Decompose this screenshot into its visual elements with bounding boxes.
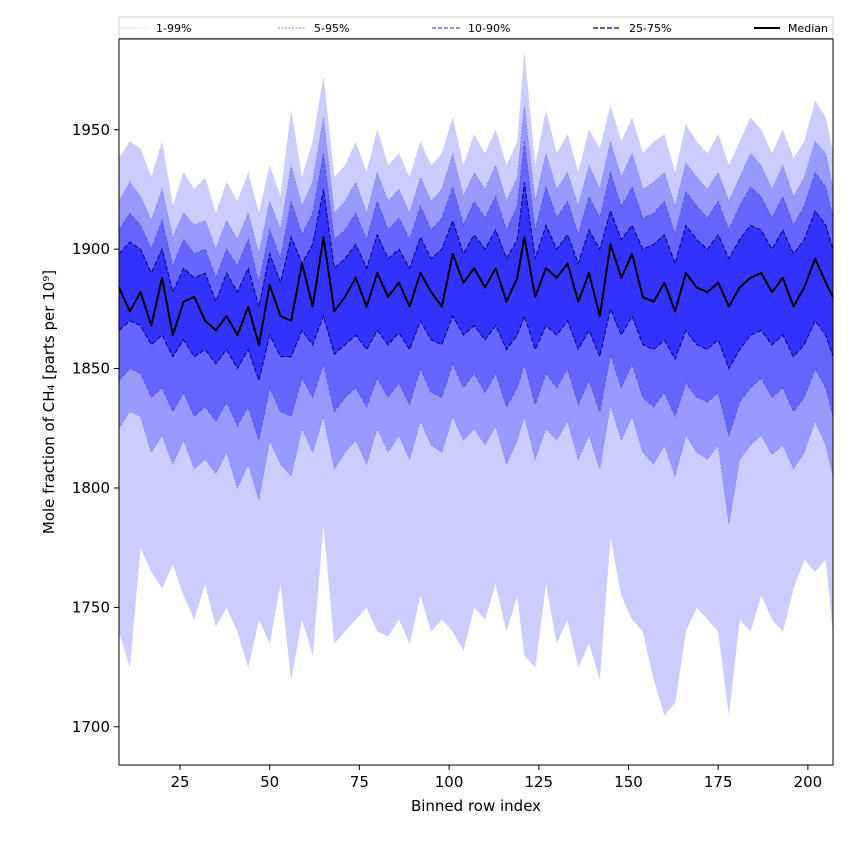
x-tick-label: 50 bbox=[260, 773, 279, 791]
y-tick-label: 1950 bbox=[72, 121, 110, 139]
legend-label: 25-75% bbox=[629, 22, 671, 35]
legend-entry-25-to-75: 25-75% bbox=[593, 22, 671, 35]
y-tick-label: 1850 bbox=[72, 360, 110, 378]
legend-label: 10-90% bbox=[468, 22, 510, 35]
band-10-to-90-upper-edge bbox=[119, 141, 833, 283]
legend: 1-99% 5-95% 10-90% 25-75% Median bbox=[118, 16, 834, 39]
x-axis: 25 50 75 100 125 150 175 200 bbox=[170, 765, 822, 791]
x-tick-label: 175 bbox=[704, 773, 733, 791]
x-tick-label: 150 bbox=[614, 773, 643, 791]
x-axis-label: Binned row index bbox=[411, 797, 541, 815]
band-1-to-99-lower-edge bbox=[119, 523, 833, 716]
band-10-to-90-lower-edge bbox=[119, 354, 833, 442]
legend-label: 1-99% bbox=[156, 22, 191, 35]
y-axis-label: Mole fraction of CH₄ [parts per 10⁹] bbox=[40, 270, 58, 534]
x-tick-label: 75 bbox=[350, 773, 369, 791]
band-5-to-95-upper-edge bbox=[119, 105, 833, 255]
legend-entry-10-to-90: 10-90% bbox=[432, 22, 510, 35]
legend-entry-5-to-95: 5-95% bbox=[278, 22, 349, 35]
x-tick-label: 100 bbox=[435, 773, 464, 791]
legend-label: 5-95% bbox=[314, 22, 349, 35]
band-25-to-75-lower-edge bbox=[119, 307, 833, 383]
y-tick-label: 1900 bbox=[72, 240, 110, 258]
legend-frame bbox=[118, 16, 834, 39]
legend-entry-median: Median bbox=[754, 22, 828, 35]
band-5-to-95-lower-edge bbox=[119, 404, 833, 524]
x-tick-label: 200 bbox=[794, 773, 823, 791]
band-1-to-99-upper-edge bbox=[119, 53, 833, 215]
legend-entry-1-to-99: 1-99% bbox=[120, 22, 191, 35]
band-25-to-75-upper-edge bbox=[119, 182, 833, 307]
x-tick-label: 25 bbox=[170, 773, 189, 791]
y-tick-label: 1700 bbox=[72, 718, 110, 736]
x-tick-label: 125 bbox=[524, 773, 553, 791]
median-line bbox=[119, 236, 833, 346]
plot-frame bbox=[118, 38, 834, 766]
y-tick-label: 1800 bbox=[72, 479, 110, 497]
legend-label: Median bbox=[788, 22, 828, 35]
y-axis: 1700 1750 1800 1850 1900 1950 bbox=[72, 121, 119, 736]
y-tick-label: 1750 bbox=[72, 598, 110, 616]
band-25-to-75-percentile bbox=[119, 182, 833, 381]
